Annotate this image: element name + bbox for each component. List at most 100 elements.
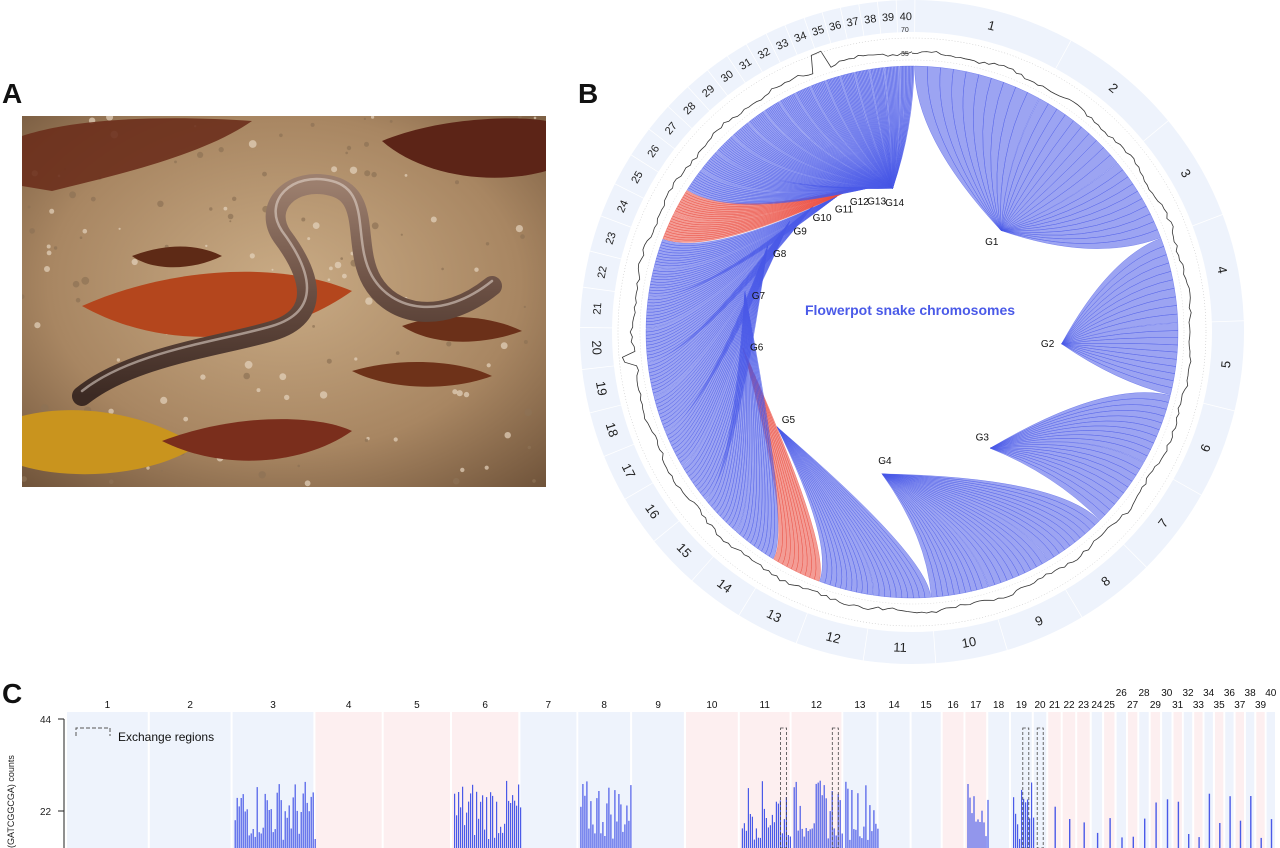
band-chrom-3 bbox=[232, 712, 314, 848]
panel-a-label: A bbox=[2, 78, 23, 109]
count-bar bbox=[877, 828, 879, 848]
chromosome-band-3 bbox=[1143, 121, 1223, 226]
count-bar bbox=[250, 833, 252, 848]
circos-group-label-3: G3 bbox=[976, 433, 990, 444]
bar-chrom-label-38: 38 bbox=[1245, 688, 1257, 699]
count-bar bbox=[743, 823, 745, 848]
chromosome-band-25 bbox=[615, 155, 659, 198]
band-chrom-32 bbox=[1183, 712, 1193, 848]
circos-chrom-label-39: 39 bbox=[882, 11, 895, 24]
chromosome-ring bbox=[580, 0, 1244, 664]
chromosome-band-11 bbox=[863, 628, 936, 664]
bar-chrom-label-32: 32 bbox=[1182, 688, 1194, 699]
count-bar bbox=[1229, 796, 1231, 848]
circos-group-label-11: G11 bbox=[835, 205, 854, 216]
circos-chrom-label-24: 24 bbox=[615, 198, 631, 214]
circos-chrom-label-34: 34 bbox=[793, 30, 809, 46]
chromosome-band-21 bbox=[580, 287, 615, 328]
count-bar bbox=[801, 828, 803, 848]
count-bar bbox=[622, 831, 624, 848]
density-track bbox=[617, 37, 1207, 627]
count-bar bbox=[596, 798, 598, 848]
count-bar bbox=[484, 829, 486, 848]
circos-chrom-label-31: 31 bbox=[737, 56, 754, 73]
chromosome-band-9 bbox=[998, 589, 1082, 650]
count-bar bbox=[835, 835, 837, 848]
band-chrom-40 bbox=[1266, 712, 1275, 848]
count-bar bbox=[260, 833, 262, 848]
count-bar bbox=[987, 799, 989, 848]
count-bar bbox=[464, 825, 466, 848]
count-bar bbox=[857, 793, 859, 848]
count-bar bbox=[751, 816, 753, 848]
y-axis-label: (GATCGGCGA) counts bbox=[6, 755, 16, 848]
count-bar bbox=[252, 829, 254, 848]
synteny-link bbox=[1061, 343, 1173, 396]
count-bar bbox=[470, 793, 472, 848]
count-bar bbox=[975, 821, 977, 848]
count-bar bbox=[588, 828, 590, 848]
bar-chrom-label-20: 20 bbox=[1034, 700, 1046, 711]
circos-chrom-label-36: 36 bbox=[828, 19, 843, 34]
count-bar bbox=[825, 798, 827, 848]
band-chrom-9 bbox=[632, 712, 684, 848]
count-bar bbox=[795, 781, 797, 848]
band-chrom-27 bbox=[1127, 712, 1138, 848]
count-bar bbox=[276, 792, 278, 848]
chromosome-band-4 bbox=[1192, 214, 1244, 322]
count-bar bbox=[246, 809, 248, 848]
count-bar bbox=[304, 781, 306, 848]
count-bar bbox=[769, 825, 771, 848]
count-bar bbox=[765, 818, 767, 848]
count-bar bbox=[841, 833, 843, 848]
count-bar bbox=[616, 821, 618, 848]
count-bar bbox=[272, 832, 274, 848]
circos-chrom-label-30: 30 bbox=[719, 68, 736, 85]
band-chrom-7 bbox=[520, 712, 577, 848]
count-bar bbox=[849, 839, 851, 848]
band-chrom-34 bbox=[1204, 712, 1213, 848]
band-chrom-25 bbox=[1104, 712, 1115, 848]
count-bar bbox=[869, 805, 871, 848]
chromosome-band-22 bbox=[583, 251, 621, 292]
band-chrom-4 bbox=[315, 712, 382, 848]
circos-group-label-10: G10 bbox=[813, 213, 832, 224]
chromosome-band-13 bbox=[739, 588, 808, 644]
count-bar bbox=[264, 793, 266, 848]
bar-chrom-label-1: 1 bbox=[105, 700, 111, 711]
count-bar bbox=[628, 820, 630, 848]
chromosome-band-5 bbox=[1203, 321, 1244, 411]
chromosome-labels: 1234567891011121314151617181920212223242… bbox=[589, 11, 1234, 655]
count-bar bbox=[807, 831, 809, 848]
circos-chrom-label-40: 40 bbox=[900, 11, 912, 23]
count-bar bbox=[747, 788, 749, 848]
circos-chrom-label-1: 1 bbox=[986, 17, 997, 33]
circos-group-label-9: G9 bbox=[794, 226, 808, 237]
count-bar bbox=[853, 829, 855, 848]
circos-chrom-label-11: 11 bbox=[893, 640, 907, 656]
bar-chrom-label-19: 19 bbox=[1016, 700, 1028, 711]
count-bar bbox=[1188, 834, 1190, 848]
band-chrom-10 bbox=[686, 712, 738, 848]
count-bar bbox=[1031, 782, 1033, 848]
count-bar bbox=[833, 828, 835, 848]
count-bar bbox=[310, 796, 312, 848]
count-bar bbox=[777, 803, 779, 848]
synteny-link bbox=[1000, 229, 1161, 249]
chromosome-band-38 bbox=[859, 1, 881, 36]
bar-chrom-label-5: 5 bbox=[414, 700, 420, 711]
count-bars bbox=[234, 727, 1273, 848]
circos-group-label-13: G13 bbox=[867, 197, 886, 208]
circos-group-label-1: G1 bbox=[985, 237, 999, 248]
legend: Exchange regions bbox=[75, 727, 214, 744]
band-chrom-14 bbox=[878, 712, 910, 848]
count-bar bbox=[1144, 818, 1146, 848]
count-bar bbox=[278, 784, 280, 848]
count-bar bbox=[460, 807, 462, 848]
bar-chrom-label-22: 22 bbox=[1063, 700, 1075, 711]
count-bar bbox=[1017, 824, 1019, 848]
circos-chrom-label-12: 12 bbox=[824, 628, 842, 646]
count-bar bbox=[811, 828, 813, 848]
band-chrom-39 bbox=[1256, 712, 1265, 848]
bar-chrom-label-14: 14 bbox=[889, 700, 901, 711]
